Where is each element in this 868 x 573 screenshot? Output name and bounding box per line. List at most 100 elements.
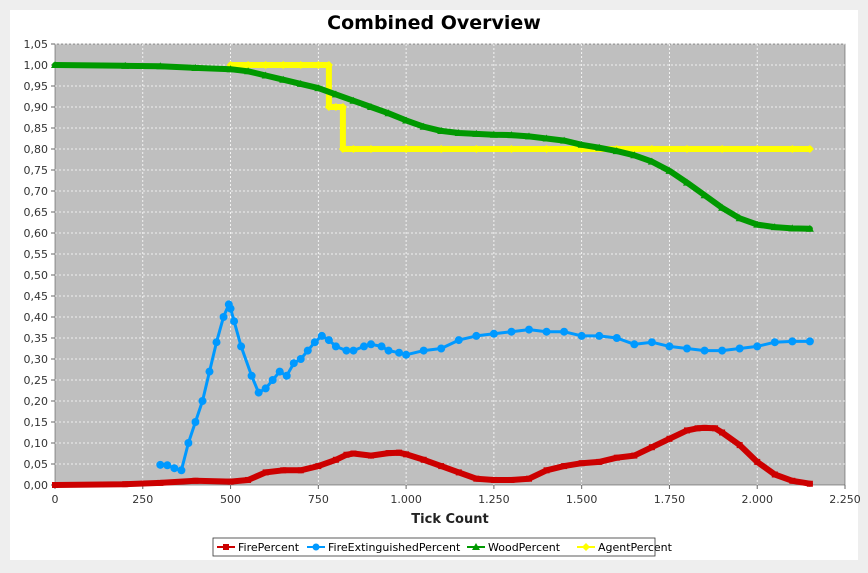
data-point-firepercent [192,477,199,484]
data-point-firepercent [596,458,603,465]
data-point-fireextinguishedpercent [647,338,656,347]
data-point-fireextinguishedpercent [247,371,256,380]
data-point-fireextinguishedpercent [665,342,674,351]
y-tick-label: 0,10 [24,437,49,450]
y-tick-label: 0,25 [24,374,49,387]
data-point-fireextinguishedpercent [289,359,298,368]
y-tick-label: 0,05 [24,458,49,471]
x-tick-label: 750 [308,493,329,506]
data-point-fireextinguishedpercent [349,346,358,355]
y-tick-label: 0,60 [24,227,49,240]
data-point-woodpercent [454,129,463,137]
data-point-fireextinguishedpercent [788,337,797,346]
data-point-firepercent [350,450,357,457]
x-tick-label: 500 [220,493,241,506]
x-tick-label: 1.250 [478,493,510,506]
data-point-woodpercent [437,126,446,134]
y-tick-label: 0,35 [24,332,49,345]
data-point-firepercent [52,482,58,488]
data-point-firepercent [613,454,620,461]
data-point-fireextinguishedpercent [577,331,586,340]
y-tick-label: 0,45 [24,290,49,303]
data-point-woodpercent [770,223,779,231]
data-point-agentpercent [349,145,358,153]
data-point-woodpercent [191,63,200,71]
legend-marker [223,544,229,550]
data-point-fireextinguishedpercent [226,304,235,313]
data-point-woodpercent [419,122,428,130]
data-point-firepercent [396,449,403,456]
data-point-firepercent [736,442,743,449]
series-layer [51,61,814,488]
data-point-firepercent [438,463,445,470]
x-tick-label: 250 [132,493,153,506]
x-tick-label: 1.750 [654,493,686,506]
data-point-woodpercent [683,178,691,186]
data-point-agentpercent [683,145,691,153]
data-point-fireextinguishedpercent [377,342,386,351]
data-point-agentpercent [244,61,253,69]
data-point-firepercent [561,463,568,470]
data-point-agentpercent [261,61,270,69]
data-point-firepercent [543,467,550,474]
data-point-agentpercent [367,145,375,153]
data-point-fireextinguishedpercent [419,346,428,355]
data-point-agentpercent [279,61,288,69]
data-point-woodpercent [156,62,165,70]
data-point-woodpercent [788,224,797,232]
data-point-agentpercent [472,145,481,153]
y-tick-label: 1,00 [24,59,49,72]
y-tick-label: 0,75 [24,164,49,177]
data-point-fireextinguishedpercent [163,461,172,470]
data-point-firepercent [490,476,497,483]
legend-marker [312,543,320,551]
data-point-firepercent [701,424,708,431]
data-point-firepercent [368,452,374,459]
data-point-woodpercent [314,84,323,92]
data-point-fireextinguishedpercent [402,350,411,359]
data-point-fireextinguishedpercent [205,367,214,376]
chart-title: Combined Overview [327,12,541,34]
data-point-woodpercent [560,136,569,144]
data-point-agentpercent [805,145,814,153]
data-point-woodpercent [718,203,727,211]
data-point-agentpercent [324,61,333,69]
data-point-firepercent [712,425,719,432]
data-point-woodpercent [612,147,621,155]
data-point-agentpercent [324,103,333,111]
x-axis-label: Tick Count [411,512,488,527]
data-point-firepercent [385,450,392,457]
data-point-fireextinguishedpercent [324,336,333,345]
data-point-fireextinguishedpercent [317,331,326,340]
y-tick-label: 0,50 [24,269,49,282]
data-point-firepercent [420,456,427,463]
data-point-fireextinguishedpercent [261,384,270,393]
data-point-firepercent [789,477,796,484]
data-point-fireextinguishedpercent [237,342,246,351]
data-point-firepercent [719,429,726,436]
y-tick-label: 0,15 [24,416,49,429]
data-point-fireextinguishedpercent [184,439,193,447]
data-point-fireextinguishedpercent [718,346,727,355]
data-point-woodpercent [542,134,551,142]
y-tick-label: 0,70 [24,185,49,198]
data-point-fireextinguishedpercent [612,334,621,342]
data-point-woodpercent [700,191,709,199]
data-point-firepercent [631,452,638,459]
data-point-fireextinguishedpercent [230,317,239,326]
data-point-woodpercent [296,79,305,87]
data-point-agentpercent [296,61,305,69]
data-point-firepercent [343,451,350,458]
y-tick-label: 0,65 [24,206,49,219]
data-point-woodpercent [472,129,481,137]
data-point-woodpercent [261,71,270,79]
y-tick-label: 0,40 [24,311,49,324]
data-point-firepercent [280,467,287,474]
data-point-fireextinguishedpercent [191,418,200,426]
data-point-firepercent [771,471,778,478]
data-point-fireextinguishedpercent [753,342,762,351]
x-tick-label: 1.500 [566,493,598,506]
x-tick-label: 2.250 [829,493,861,506]
y-tick-label: 0,80 [24,143,49,156]
y-tick-label: 0,20 [24,395,49,408]
